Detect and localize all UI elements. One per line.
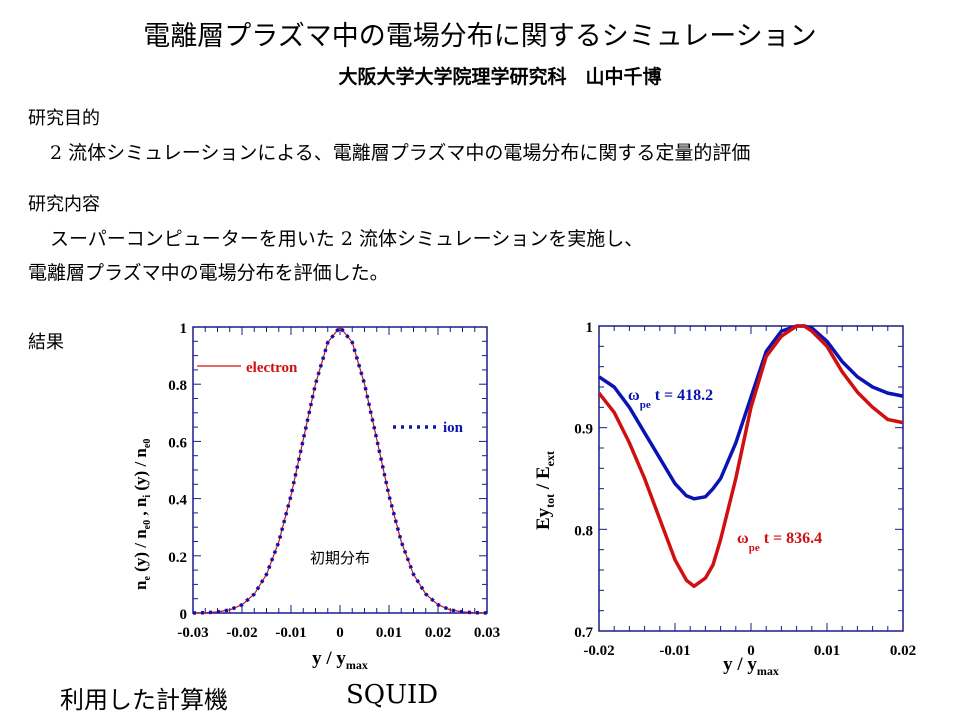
x-tick-label: -0.02 xyxy=(226,625,257,641)
x-tick-label: 0.02 xyxy=(425,625,451,641)
y-tick-label: 1 xyxy=(586,320,594,336)
content-heading: 研究内容 xyxy=(28,194,100,215)
y-tick-label: 0.2 xyxy=(168,550,187,566)
x-tick-label: 0 xyxy=(747,643,755,659)
legend-electron-label: electron xyxy=(246,360,298,376)
author-affiliation: 大阪大学大学院理学研究科 山中千博 xyxy=(338,66,662,88)
electron-line xyxy=(192,326,488,614)
content-line-1: スーパーコンピューターを用いた 2 流体シミュレーションを実施し、 xyxy=(50,228,644,250)
x-axis-label: y / ymax xyxy=(723,654,779,678)
x-tick-label: 0.02 xyxy=(890,643,916,659)
results-heading: 結果 xyxy=(28,332,64,353)
y-tick-label: 0.7 xyxy=(574,625,593,641)
legend-ion-label: ion xyxy=(443,420,464,436)
x-tick-label: 0 xyxy=(336,625,344,641)
y-tick-label: 0.4 xyxy=(168,493,187,509)
y-tick-label: 0.6 xyxy=(168,435,187,451)
label-418-2: ωpe t = 418.2 xyxy=(628,387,713,411)
y-axis-label: Eytot / Eext xyxy=(533,451,557,530)
y-tick-label: 0.9 xyxy=(574,422,593,438)
curve-836-4 xyxy=(597,324,904,589)
x-tick-label: -0.01 xyxy=(275,625,306,641)
slide-title: 電離層プラズマ中の電場分布に関するシミュレーション xyxy=(143,21,817,52)
x-tick-label: -0.02 xyxy=(583,643,614,659)
x-tick-label: 0.03 xyxy=(474,625,500,641)
content-line-2: 電離層プラズマ中の電場分布を評価した。 xyxy=(28,262,389,284)
curve-418-2 xyxy=(598,324,904,501)
ion-line xyxy=(192,324,488,615)
y-tick-label: 1 xyxy=(180,321,188,337)
y-axis-label: ne (y) / ne0 , ni (y) / ne0 xyxy=(131,439,153,590)
computer-label: 利用した計算機 xyxy=(60,686,228,714)
initial-distribution-label: 初期分布 xyxy=(310,549,370,567)
plot-frame xyxy=(192,326,488,614)
purpose-heading: 研究目的 xyxy=(28,108,100,129)
y-tick-label: 0 xyxy=(180,607,188,623)
purpose-text: 2 流体シミュレーションによる、電離層プラズマ中の電場分布に関する定量的評価 xyxy=(50,142,751,164)
label-836-4: ωpe t = 836.4 xyxy=(737,530,822,554)
x-tick-label: 0.01 xyxy=(376,625,402,641)
computer-name: SQUID xyxy=(346,680,439,710)
y-tick-label: 0.8 xyxy=(168,378,187,394)
x-tick-label: -0.01 xyxy=(659,643,690,659)
y-tick-label: 0.8 xyxy=(574,523,593,539)
x-axis-label: y / ymax xyxy=(312,648,368,672)
x-tick-label: 0.01 xyxy=(814,643,840,659)
x-tick-label: -0.03 xyxy=(177,625,208,641)
